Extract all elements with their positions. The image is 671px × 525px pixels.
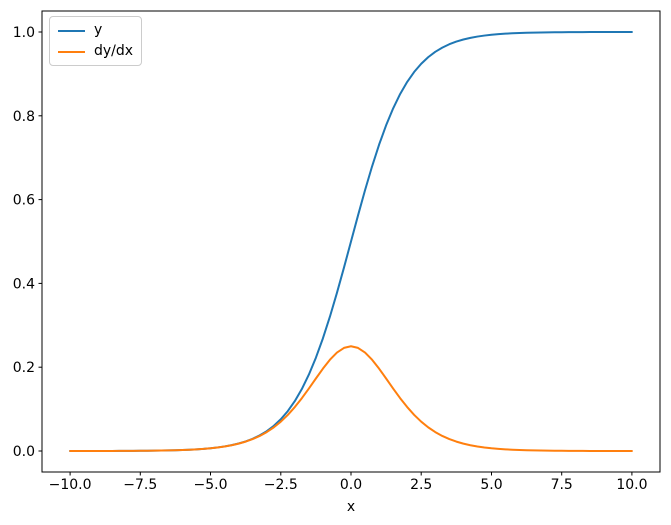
x-tick-label: 0.0 [340, 477, 362, 493]
x-axis-label: x [346, 499, 356, 515]
y-tick-label: 1.0 [13, 25, 35, 41]
curve-y [69, 30, 633, 453]
legend-item-y: y [58, 22, 133, 39]
legend-item-dydx: dy/dx [58, 43, 133, 60]
y-tick-label: 0.0 [13, 444, 35, 460]
y-tick-label: 0.6 [13, 193, 35, 209]
x-tick-label: −10.0 [49, 477, 92, 493]
y-tick-label: 0.8 [13, 109, 35, 125]
legend-label-y: y [94, 22, 103, 38]
y-tick-label: 0.4 [13, 276, 35, 292]
y-tick-label: 0.2 [13, 360, 35, 376]
x-tick-label: 7.5 [551, 477, 573, 493]
x-tick-label: 5.0 [480, 477, 502, 493]
x-tick-label: −7.5 [123, 477, 157, 493]
legend-label-dydx: dy/dx [94, 43, 134, 59]
x-tick-label: −5.0 [194, 477, 228, 493]
curve-dydx [69, 345, 633, 453]
legend-line-sample-y [58, 29, 85, 32]
x-tick-label: 2.5 [410, 477, 432, 493]
legend-line-sample-dydx [58, 50, 85, 53]
legend: y dy/dx [49, 16, 143, 66]
x-tick-label: 10.0 [616, 477, 647, 493]
x-tick-label: −2.5 [264, 477, 298, 493]
